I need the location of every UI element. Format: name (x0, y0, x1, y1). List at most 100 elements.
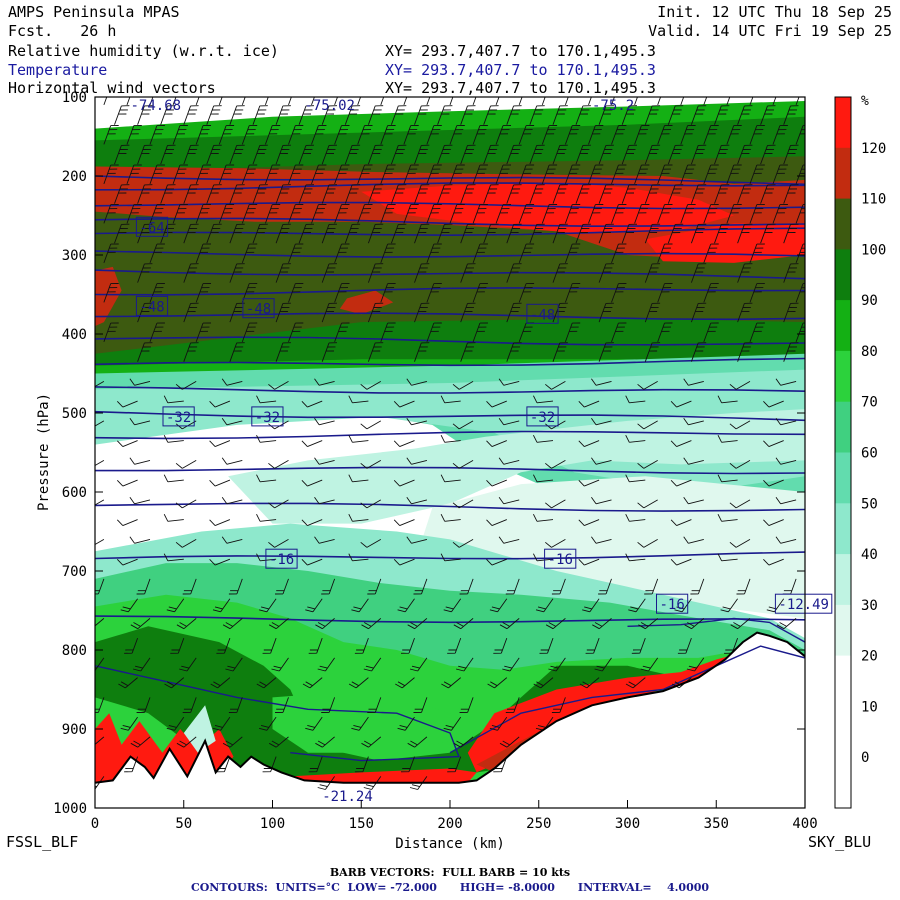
wind-barb (611, 322, 627, 343)
wind-barb (183, 105, 199, 125)
y-tick-label: 400 (62, 327, 87, 343)
field-rh-xy: XY= 293.7,407.7 to 170.1,495.3 (385, 42, 656, 60)
wind-barb (221, 536, 243, 544)
temp-label-box (526, 406, 559, 427)
wind-barb (737, 144, 753, 165)
wind-barb (588, 125, 604, 145)
wind-barb (749, 322, 765, 343)
wind-barb (95, 539, 105, 546)
wind-barb (264, 204, 281, 224)
wind-barb (736, 578, 751, 595)
colorbar-label: 60 (861, 446, 878, 462)
wind-barb (690, 578, 705, 595)
wind-barb (344, 223, 361, 244)
wind-barb (598, 184, 614, 204)
wind-barb (413, 697, 428, 713)
wind-barb (670, 479, 692, 487)
wind-barb (426, 125, 442, 145)
wind-barb (657, 204, 673, 224)
wind-barb (114, 184, 130, 204)
wind-barb (637, 460, 658, 469)
wind-barb (472, 125, 488, 145)
colorbar-cell (835, 604, 851, 657)
isotherm-200 (95, 175, 805, 186)
wind-barb (440, 474, 461, 483)
wind-barb (305, 598, 323, 613)
wind-barb (268, 460, 289, 469)
wind-barb (437, 144, 453, 165)
wind-barb (749, 204, 765, 224)
wind-barb (449, 204, 465, 224)
wind-barb (495, 125, 512, 145)
wind-barb (440, 395, 461, 404)
wind-barb (737, 302, 753, 323)
wind-barb (783, 302, 799, 323)
wind-barb (506, 184, 522, 204)
wind-barb (414, 105, 430, 125)
wind-barb (483, 105, 499, 125)
wind-barb (440, 553, 461, 562)
colorbar-label: 70 (861, 395, 878, 411)
wind-barb (409, 657, 428, 672)
wind-barb (598, 223, 614, 244)
wind-barb (545, 618, 566, 630)
wind-barb (532, 395, 554, 404)
wind-barb (714, 223, 730, 244)
wind-barb (406, 496, 428, 505)
wind-barb (737, 263, 753, 283)
wind-barb (680, 204, 696, 224)
wind-barb (611, 283, 627, 303)
colorbar-cell (835, 757, 851, 809)
wind-barb (564, 125, 581, 145)
wind-barb (228, 578, 243, 595)
wind-barb (455, 657, 474, 672)
wind-barb (498, 457, 520, 465)
wind-barb (772, 164, 788, 185)
wind-barb (539, 637, 554, 654)
temp-label-box (656, 593, 689, 614)
wind-barb (262, 637, 277, 654)
wind-barb (452, 539, 474, 548)
wind-barb (229, 223, 245, 244)
wind-barb (241, 243, 258, 264)
wind-barb (760, 184, 776, 204)
wind-barb (644, 223, 661, 244)
wind-barb (360, 499, 382, 509)
wind-barb (598, 578, 612, 595)
wind-barb (209, 440, 231, 448)
wind-barb (578, 440, 600, 448)
wind-barb (114, 105, 130, 125)
wind-barb (403, 204, 419, 224)
wind-barb (103, 125, 119, 145)
isotherm-320 (95, 269, 805, 280)
wind-barb (518, 283, 535, 303)
wind-barb (380, 164, 396, 185)
isotherm-440 (95, 357, 805, 367)
wind-barb (315, 618, 335, 630)
wind-barb (545, 381, 566, 390)
wind-barb (447, 637, 462, 654)
wind-barb (195, 243, 212, 264)
wind-barb (717, 553, 738, 562)
wind-barb (163, 553, 184, 562)
wind-barb (206, 223, 222, 244)
wind-barb (288, 125, 304, 145)
wind-barb (367, 578, 382, 595)
wind-barb (95, 460, 105, 467)
wind-barb (298, 105, 315, 125)
wind-barb (541, 164, 558, 185)
wind-barb (667, 184, 684, 204)
wind-barb (301, 558, 323, 566)
wind-barb (489, 598, 508, 613)
wind-barb (195, 125, 212, 145)
wind-barb (486, 558, 507, 566)
wind-barb (592, 618, 612, 630)
x-tick-label: 100 (260, 816, 285, 832)
temp-label: -16 (269, 552, 294, 568)
wind-barb (518, 204, 535, 224)
wind-barb (176, 736, 197, 748)
wind-barb (264, 164, 281, 185)
wind-barb (506, 342, 522, 362)
wind-barb (268, 381, 289, 390)
wind-barb (221, 417, 243, 426)
